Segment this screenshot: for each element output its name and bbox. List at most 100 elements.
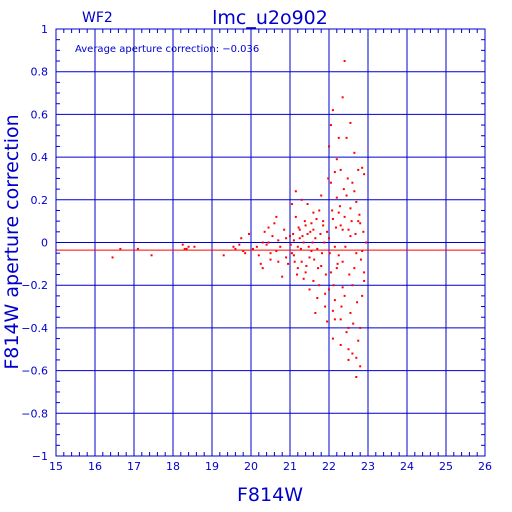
data-point xyxy=(333,318,336,321)
data-point xyxy=(347,326,350,329)
data-point xyxy=(351,181,354,184)
data-point xyxy=(324,305,327,308)
data-point xyxy=(355,356,358,359)
data-point xyxy=(313,258,316,261)
data-point xyxy=(345,194,348,197)
data-point xyxy=(136,247,139,250)
tick-labels: 15 16 17 18 19 20 21 22 23 24 25 26 −1 −0.8 −0.6 −0.4 −0… xyxy=(21,23,492,473)
data-point xyxy=(298,228,301,231)
data-point xyxy=(336,262,339,265)
data-point xyxy=(319,232,322,235)
data-point xyxy=(331,337,334,340)
data-point xyxy=(349,207,352,210)
data-point xyxy=(300,198,303,201)
data-point xyxy=(181,243,184,246)
data-point xyxy=(292,239,295,242)
data-point xyxy=(314,237,317,240)
data-point xyxy=(304,271,307,274)
y-tick-label: −0.4 xyxy=(21,322,48,335)
data-point xyxy=(277,260,280,263)
data-point xyxy=(345,331,348,334)
data-point xyxy=(248,232,251,235)
data-point xyxy=(357,168,360,171)
data-point xyxy=(335,226,338,229)
data-point xyxy=(338,205,341,208)
data-point xyxy=(348,273,351,276)
data-point xyxy=(316,247,319,250)
data-point xyxy=(353,267,356,270)
data-point xyxy=(222,254,225,257)
data-point xyxy=(271,235,274,238)
data-point xyxy=(347,358,350,361)
data-point xyxy=(111,256,114,259)
data-point xyxy=(329,124,332,127)
y-tick-label: 0.8 xyxy=(31,66,49,79)
data-point xyxy=(351,284,354,287)
data-point xyxy=(183,247,186,250)
data-point xyxy=(328,288,330,291)
grid xyxy=(56,29,485,456)
data-point xyxy=(312,211,315,214)
data-point xyxy=(296,245,299,248)
data-point xyxy=(353,151,356,154)
data-point xyxy=(365,241,368,244)
data-point xyxy=(328,145,330,148)
data-point xyxy=(332,284,335,287)
data-point xyxy=(273,222,276,225)
data-point xyxy=(261,241,264,244)
data-point xyxy=(353,190,356,193)
data-point xyxy=(331,309,334,312)
axis-ticks xyxy=(56,29,485,456)
data-point xyxy=(351,352,354,355)
x-tick-label: 21 xyxy=(283,460,297,473)
data-point xyxy=(363,279,366,282)
data-point xyxy=(240,237,243,240)
data-point xyxy=(306,232,309,235)
data-point xyxy=(187,245,190,248)
x-tick-label: 20 xyxy=(244,460,258,473)
data-point xyxy=(341,260,344,263)
data-point xyxy=(349,311,352,314)
data-point xyxy=(349,235,352,238)
data-point xyxy=(363,173,366,176)
data-point xyxy=(287,262,290,265)
y-tick-label: 0.6 xyxy=(31,108,49,121)
data-point xyxy=(337,136,340,139)
data-point xyxy=(185,247,188,250)
data-point xyxy=(193,245,196,248)
data-point xyxy=(328,252,331,255)
x-tick-label: 26 xyxy=(478,460,492,473)
data-point xyxy=(265,243,268,246)
data-point xyxy=(302,241,305,244)
data-point xyxy=(297,226,300,229)
plot-frame xyxy=(55,28,486,457)
data-point xyxy=(309,230,312,233)
data-point xyxy=(303,220,306,223)
data-point xyxy=(362,230,365,233)
data-point xyxy=(328,237,330,240)
data-point xyxy=(333,245,336,248)
x-tick-label: 22 xyxy=(322,460,336,473)
data-point xyxy=(350,220,353,223)
data-point xyxy=(285,256,288,259)
data-point xyxy=(294,215,297,218)
data-point xyxy=(355,376,358,379)
average-annotation: Average aperture correction: −0.036 xyxy=(75,44,259,55)
data-point xyxy=(259,262,262,265)
data-point xyxy=(318,284,321,287)
data-point xyxy=(340,305,343,308)
y-tick-label: 0 xyxy=(41,237,48,250)
data-point xyxy=(296,267,299,270)
data-point xyxy=(322,220,325,223)
x-tick-label: 17 xyxy=(127,460,141,473)
y-tick-label: 0.4 xyxy=(31,151,49,164)
y-tick-label: 0.2 xyxy=(31,194,49,207)
x-tick-label: 18 xyxy=(166,460,180,473)
data-points xyxy=(111,60,368,379)
data-point xyxy=(331,109,334,112)
data-point xyxy=(355,200,358,203)
data-point xyxy=(339,318,342,321)
data-point xyxy=(361,294,364,297)
data-point xyxy=(335,267,338,270)
data-point xyxy=(316,297,319,300)
